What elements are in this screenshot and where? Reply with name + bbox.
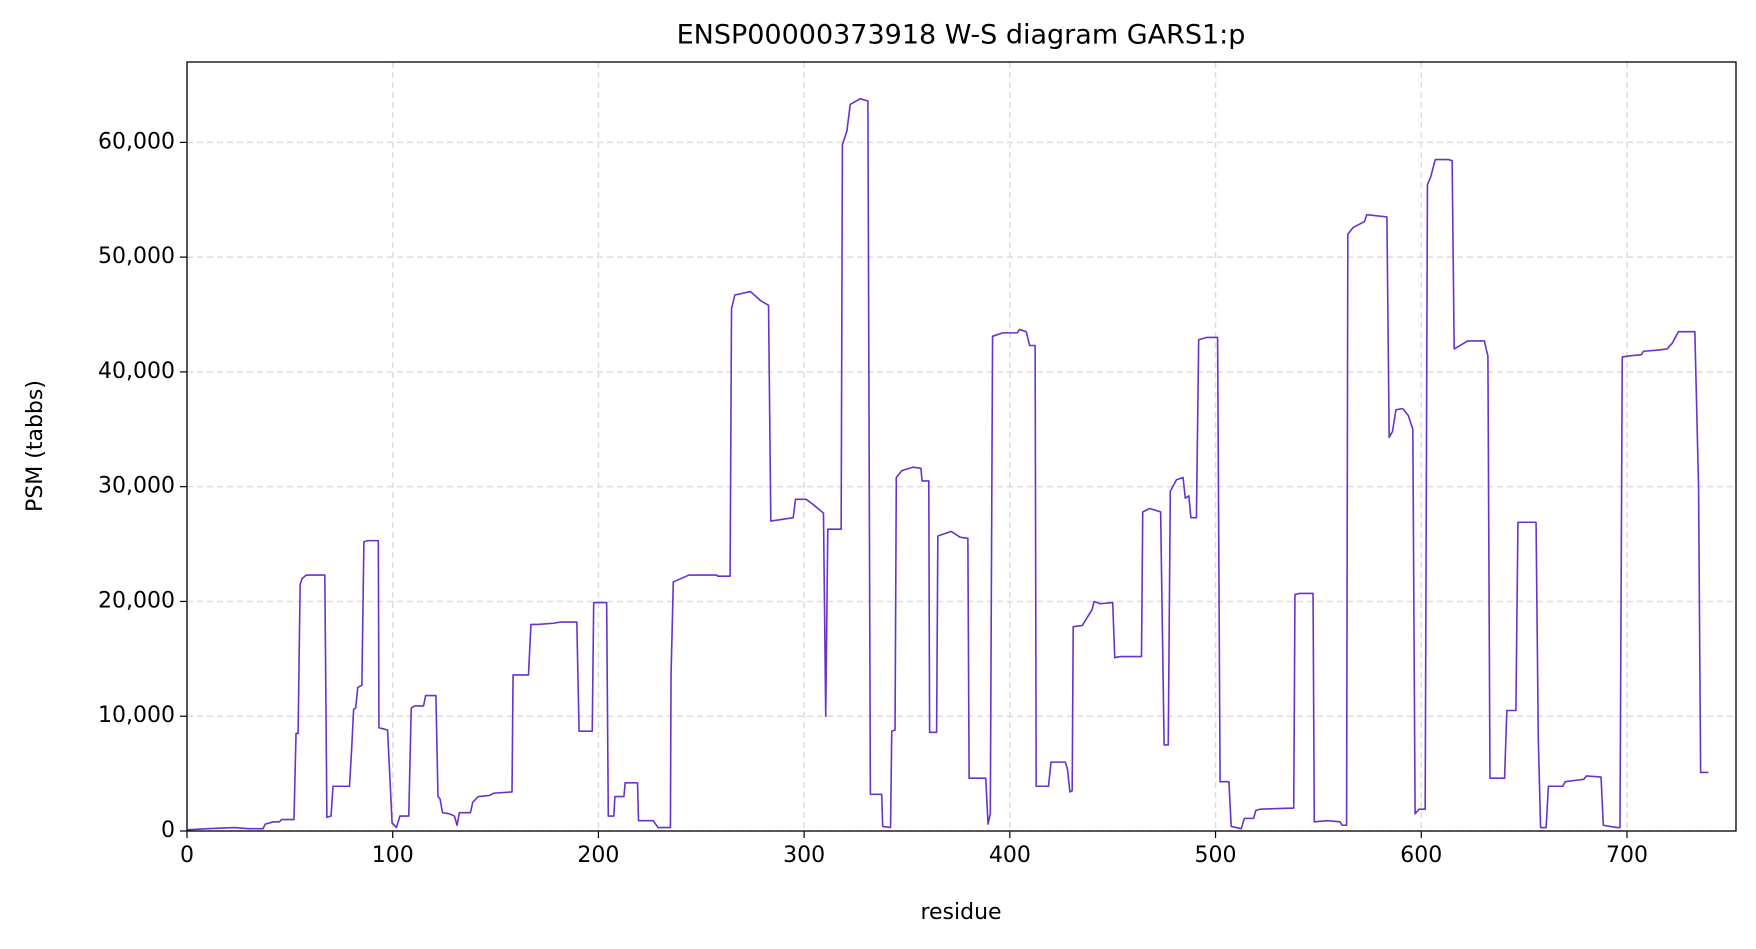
plot-frame (186, 61, 1737, 832)
y-tick-label: 60,000 (98, 129, 175, 154)
x-tick-label: 400 (989, 843, 1031, 868)
y-tick-label: 30,000 (98, 474, 175, 499)
x-tick-label: 300 (783, 843, 825, 868)
x-axis-label: residue (920, 900, 1001, 925)
x-tick-label: 0 (180, 843, 194, 868)
y-tick-label: 10,000 (98, 703, 175, 728)
y-axis-label: PSM (tabbs) (23, 380, 48, 512)
y-tick-label: 40,000 (98, 359, 175, 384)
chart-title: ENSP00000373918 W-S diagram GARS1:p (677, 20, 1246, 51)
x-tick-label: 500 (1195, 843, 1237, 868)
x-tick-label: 200 (577, 843, 619, 868)
y-tick-label: 20,000 (98, 588, 175, 613)
data-line (186, 97, 1709, 831)
x-tick-label: 100 (372, 843, 414, 868)
y-tick-label: 50,000 (98, 244, 175, 269)
y-tick-label: 0 (161, 818, 175, 843)
x-tick-label: 600 (1400, 843, 1442, 868)
x-tick-label: 700 (1606, 843, 1648, 868)
